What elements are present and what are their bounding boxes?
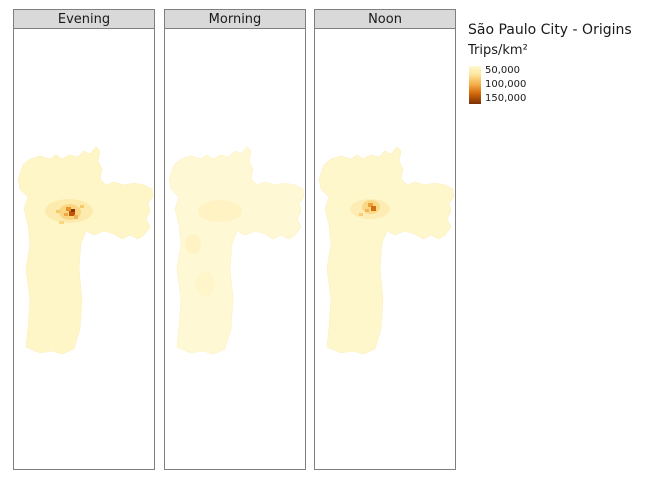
legend: São Paulo City - Origins Trips/km² 50,00…: [468, 20, 632, 105]
density-hotspots-noon: [350, 199, 390, 219]
legend-tick-150000: 150,000: [485, 93, 527, 104]
facet-strip-morning: Morning: [164, 9, 306, 29]
density-hotspots-evening: [45, 199, 93, 224]
map-morning: [168, 146, 305, 355]
city-shape-noon: [318, 146, 455, 355]
map-frame-noon: [314, 29, 456, 470]
map-noon: [318, 146, 455, 355]
legend-tick-100000: 100,000: [485, 79, 527, 90]
legend-tick-50000: 50,000: [485, 65, 520, 76]
facet-panel-evening: Evening: [13, 9, 155, 470]
legend-title: São Paulo City - Origins: [468, 22, 632, 38]
facet-panel-noon: Noon: [314, 9, 456, 470]
map-evening: [17, 146, 154, 355]
map-frame-morning: [164, 29, 306, 470]
facet-panel-morning: Morning: [164, 9, 306, 470]
facet-strip-noon: Noon: [314, 9, 456, 29]
facet-strip-evening: Evening: [13, 9, 155, 29]
legend-colorbar: [469, 66, 481, 104]
map-frame-evening: [13, 29, 155, 470]
legend-body: 50,000 100,000 150,000: [468, 65, 632, 105]
city-shape-morning: [168, 146, 305, 355]
city-shape-evening: [17, 146, 154, 355]
density-hotspots-morning: [185, 200, 242, 296]
legend-subtitle: Trips/km²: [468, 43, 528, 58]
